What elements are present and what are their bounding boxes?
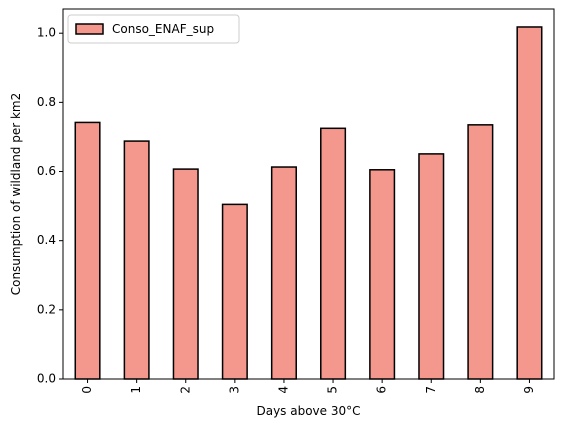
x-tick-label: 3 — [227, 386, 241, 394]
bar-8 — [467, 124, 494, 380]
x-tick-label: 1 — [129, 386, 143, 394]
y-tick-label: 0.0 — [37, 372, 56, 386]
bar-4 — [270, 166, 297, 380]
y-tick-label: 0.2 — [37, 302, 56, 316]
bar-2 — [172, 168, 199, 380]
y-tick-label: 0.4 — [37, 233, 56, 247]
bar-0 — [74, 121, 101, 380]
bar-6 — [369, 169, 396, 380]
x-tick-label: 7 — [424, 386, 438, 394]
bar-7 — [418, 153, 445, 380]
x-tick-label: 5 — [326, 386, 340, 394]
x-tick-label: 4 — [276, 386, 290, 394]
legend-label: Conso_ENAF_sup — [112, 22, 214, 36]
x-tick-label: 9 — [522, 386, 536, 394]
x-axis-label: Days above 30°C — [256, 404, 360, 418]
legend-swatch — [75, 23, 104, 35]
bars-layer — [74, 26, 543, 380]
bar-9 — [516, 26, 543, 380]
plot-frame — [62, 8, 555, 380]
x-tick-label: 8 — [473, 386, 487, 394]
y-axis-ticks: 0.0 0.2 0.4 0.6 0.8 1.0 — [37, 26, 63, 386]
y-tick-label: 1.0 — [37, 26, 56, 40]
legend: Conso_ENAF_sup — [67, 14, 240, 44]
bar-5 — [320, 127, 347, 380]
x-tick-label: 2 — [178, 386, 192, 394]
y-axis-label: Consumption of wildland per km2 — [9, 93, 23, 296]
y-tick-label: 0.6 — [37, 164, 56, 178]
x-tick-label: 0 — [80, 386, 94, 394]
bar-1 — [123, 140, 150, 380]
bar-3 — [221, 203, 248, 380]
x-axis-ticks: 0 1 2 3 4 5 6 7 8 9 — [80, 379, 536, 394]
y-tick-label: 0.8 — [37, 95, 56, 109]
legend-box — [67, 14, 240, 44]
x-tick-label: 6 — [375, 386, 389, 394]
